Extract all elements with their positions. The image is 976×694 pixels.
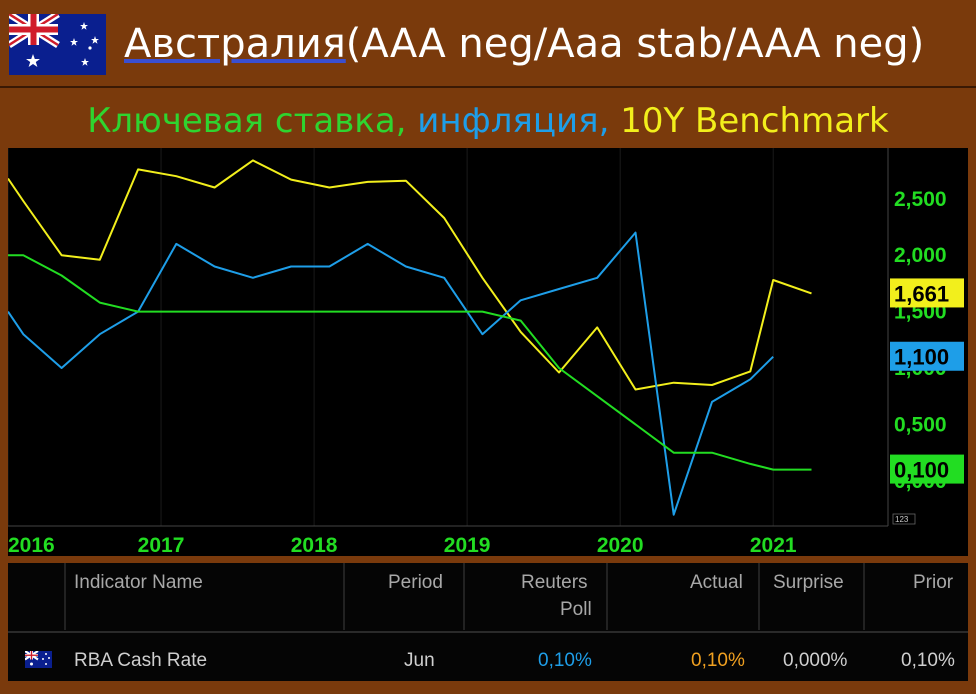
header-prior[interactable]: Prior [913, 572, 954, 593]
australia-flag-icon [9, 14, 106, 75]
title-country: Австралия [124, 21, 346, 67]
x-tick-label: 2017 [138, 534, 185, 556]
row-prior: 0,10% [901, 650, 955, 671]
end-badge-key_rate [890, 454, 964, 484]
corner-label: 123 [895, 515, 909, 524]
header-surprise[interactable]: Surprise [773, 572, 844, 593]
header-reuters-poll-line2[interactable]: Poll [560, 599, 592, 620]
y-tick-label: 2,000 [894, 244, 947, 267]
australia-flag-small-icon [25, 651, 52, 668]
end-label-inflation: 1,100 [894, 345, 949, 370]
x-tick-label: 2019 [444, 534, 491, 556]
end-label-benchmark: 1,661 [894, 281, 949, 306]
x-tick-label: 2016 [8, 534, 55, 556]
table-divider [758, 563, 760, 630]
table-divider [64, 563, 66, 630]
header-divider [0, 86, 976, 88]
table-divider [863, 563, 865, 630]
indicator-table: Indicator Name Period Reuters Poll Actua… [8, 563, 968, 681]
end-badge-benchmark [890, 278, 964, 308]
header: Австралия(AAA neg/Aaa stab/AAA neg) [0, 0, 976, 84]
subtitle-key-rate: Ключевая ставка, [87, 101, 407, 141]
end-badge-inflation [890, 341, 964, 371]
row-actual: 0,10% [691, 650, 745, 671]
table-header-divider [8, 631, 968, 633]
row-indicator-name[interactable]: RBA Cash Rate [74, 650, 208, 671]
header-indicator-name[interactable]: Indicator Name [74, 572, 203, 593]
chart-subtitle: Ключевая ставка, инфляция, 10Y Benchmark [0, 96, 976, 146]
series-line-benchmark [8, 159, 812, 391]
y-tick-label: 0,500 [894, 413, 947, 436]
subtitle-benchmark: 10Y Benchmark [620, 101, 889, 141]
table-divider [463, 563, 465, 630]
page-title: Австралия(AAA neg/Aaa stab/AAA neg) [124, 14, 924, 74]
series-line-key_rate [8, 254, 812, 471]
table-divider [343, 563, 345, 630]
header-reuters-poll-line1[interactable]: Reuters [521, 572, 588, 593]
header-period[interactable]: Period [388, 572, 443, 593]
table-divider [606, 563, 608, 630]
x-tick-label: 2020 [597, 534, 644, 556]
title-ratings: (AAA neg/Aaa stab/AAA neg) [345, 21, 925, 67]
row-reuters-poll: 0,10% [538, 650, 592, 671]
row-period: Jun [404, 650, 435, 671]
end-label-key_rate: 0,100 [894, 458, 949, 483]
header-actual[interactable]: Actual [690, 572, 743, 593]
subtitle-inflation: инфляция, [417, 101, 610, 141]
y-tick-label: 2,500 [894, 188, 947, 211]
corner-box [892, 513, 916, 525]
row-surprise: 0,000% [783, 650, 848, 671]
x-tick-label: 2018 [291, 534, 338, 556]
line-chart: 0,0000,5001,0001,5002,0002,5002016201720… [8, 148, 964, 556]
x-tick-label: 2021 [750, 534, 797, 556]
series-line-inflation [8, 231, 774, 516]
chart-area: 0,0000,5001,0001,5002,0002,5002016201720… [8, 148, 968, 556]
